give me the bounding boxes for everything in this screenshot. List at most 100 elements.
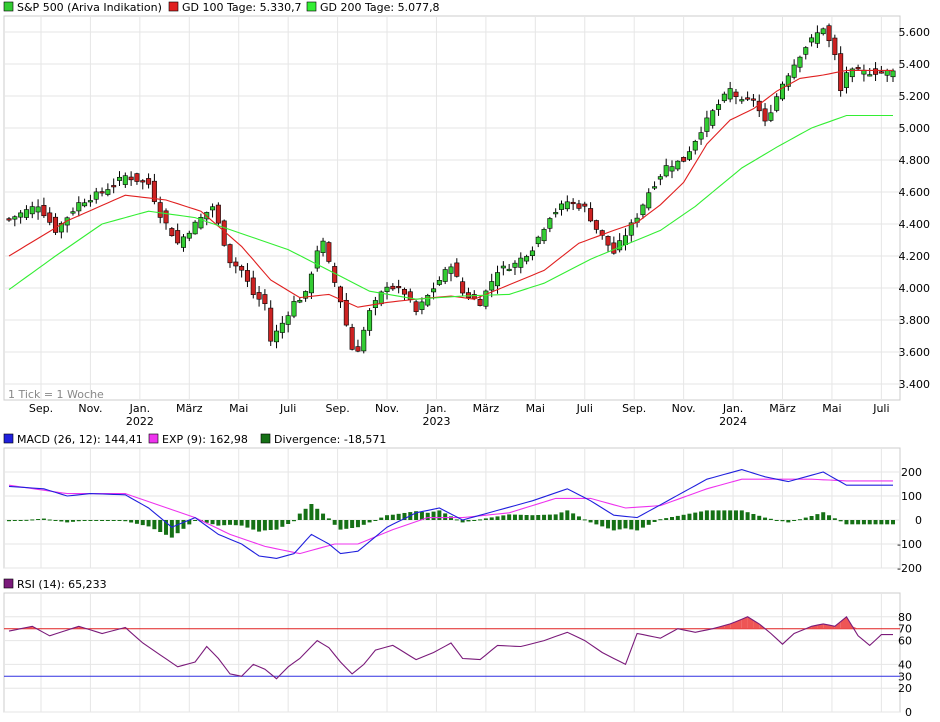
candle-body	[239, 266, 245, 271]
divergence-bar	[321, 513, 326, 520]
divergence-bar	[652, 520, 657, 522]
divergence-bar	[123, 520, 128, 522]
legend-swatch	[148, 433, 159, 444]
candle-body	[849, 68, 855, 78]
divergence-bar	[588, 520, 593, 523]
divergence-bar	[611, 520, 616, 531]
sma200-line	[8, 114, 893, 300]
divergence-bar	[850, 520, 855, 525]
divergence-bar	[437, 510, 442, 520]
candle-body	[343, 299, 349, 326]
candle-body	[791, 64, 797, 78]
price-tick-label: 4.800	[899, 154, 931, 167]
divergence-bar	[687, 513, 692, 520]
candle-body	[448, 266, 454, 274]
candle-body	[326, 242, 332, 262]
candle-body	[87, 200, 93, 203]
sma100-line	[8, 69, 893, 308]
divergence-bar	[76, 520, 81, 522]
divergence-bar	[315, 508, 320, 520]
divergence-bar	[658, 519, 663, 521]
candle-body	[425, 294, 431, 306]
candle-body	[134, 173, 140, 182]
divergence-bar	[367, 520, 372, 523]
rsi-tick-label: 0	[905, 706, 912, 719]
candle-body	[465, 292, 471, 298]
legend-swatch	[260, 433, 271, 444]
divergence-bar	[861, 520, 866, 525]
x-tick-label: Sep.	[29, 402, 53, 415]
divergence-bar	[431, 511, 436, 520]
candle-body	[93, 191, 99, 200]
divergence-bar	[873, 520, 878, 525]
divergence-bar	[297, 513, 302, 520]
divergence-bar	[396, 513, 401, 520]
divergence-bar	[763, 517, 768, 520]
candle-body	[529, 250, 535, 256]
candle-body	[843, 72, 849, 88]
candle-body	[70, 211, 76, 214]
divergence-bar	[757, 515, 762, 520]
candle-body	[151, 180, 157, 202]
divergence-bar	[716, 510, 721, 520]
divergence-bar	[559, 512, 564, 520]
candle-body	[303, 291, 309, 299]
candle-body	[308, 273, 314, 294]
candle-body	[477, 299, 483, 306]
divergence-bar	[169, 520, 174, 538]
x-tick-label: Jan.	[425, 402, 446, 415]
candle-body	[268, 307, 274, 342]
divergence-bar	[547, 514, 552, 520]
macd-signal-line	[8, 478, 893, 555]
legend-label: EXP (9): 162,98	[162, 433, 248, 446]
divergence-bar	[728, 510, 733, 520]
divergence-bar	[693, 512, 698, 520]
candle-body	[442, 269, 448, 282]
divergence-bar	[187, 520, 192, 525]
candle-body	[262, 294, 268, 305]
divergence-bar	[117, 520, 122, 521]
divergence-bar	[768, 518, 773, 520]
x-year-label: 2024	[719, 415, 747, 428]
candle-body	[401, 289, 407, 295]
x-tick-label: Nov.	[672, 402, 696, 415]
candle-body	[622, 235, 628, 245]
legend-label: GD 200 Tage: 5.077,8	[320, 1, 440, 14]
legend-swatch	[306, 1, 317, 12]
candle-body	[809, 37, 815, 43]
candle-body	[762, 108, 768, 122]
divergence-bar	[100, 520, 105, 521]
divergence-bar	[803, 517, 808, 520]
candle-body	[768, 112, 774, 121]
candle-body	[291, 301, 297, 317]
candle-body	[733, 91, 739, 98]
divergence-bar	[617, 520, 622, 530]
rsi-tick-label: 70	[898, 623, 912, 636]
candle-body	[233, 261, 239, 267]
candle-body	[820, 28, 826, 35]
x-year-label: 2022	[126, 415, 154, 428]
divergence-bar	[70, 520, 75, 522]
legend-label: RSI (14): 65,233	[17, 578, 107, 591]
candle-body	[524, 256, 530, 262]
candle-body	[349, 327, 355, 350]
candle-body	[675, 160, 681, 170]
candle-body	[157, 202, 163, 218]
candle-body	[82, 202, 88, 207]
candle-body	[890, 70, 896, 78]
candle-body	[128, 176, 134, 181]
candle-body	[716, 104, 722, 110]
candle-body	[553, 212, 559, 215]
candle-body	[210, 206, 216, 211]
candle-body	[140, 180, 146, 183]
divergence-bar	[286, 520, 291, 524]
candle-body	[105, 189, 111, 195]
divergence-bar	[24, 519, 29, 521]
divergence-bar	[158, 520, 163, 532]
candle-body	[355, 346, 361, 352]
candle-body	[431, 288, 437, 293]
candle-body	[76, 202, 82, 212]
price-tick-label: 3.600	[899, 346, 931, 359]
divergence-bar	[809, 516, 814, 520]
x-tick-label: Juli	[576, 402, 593, 415]
